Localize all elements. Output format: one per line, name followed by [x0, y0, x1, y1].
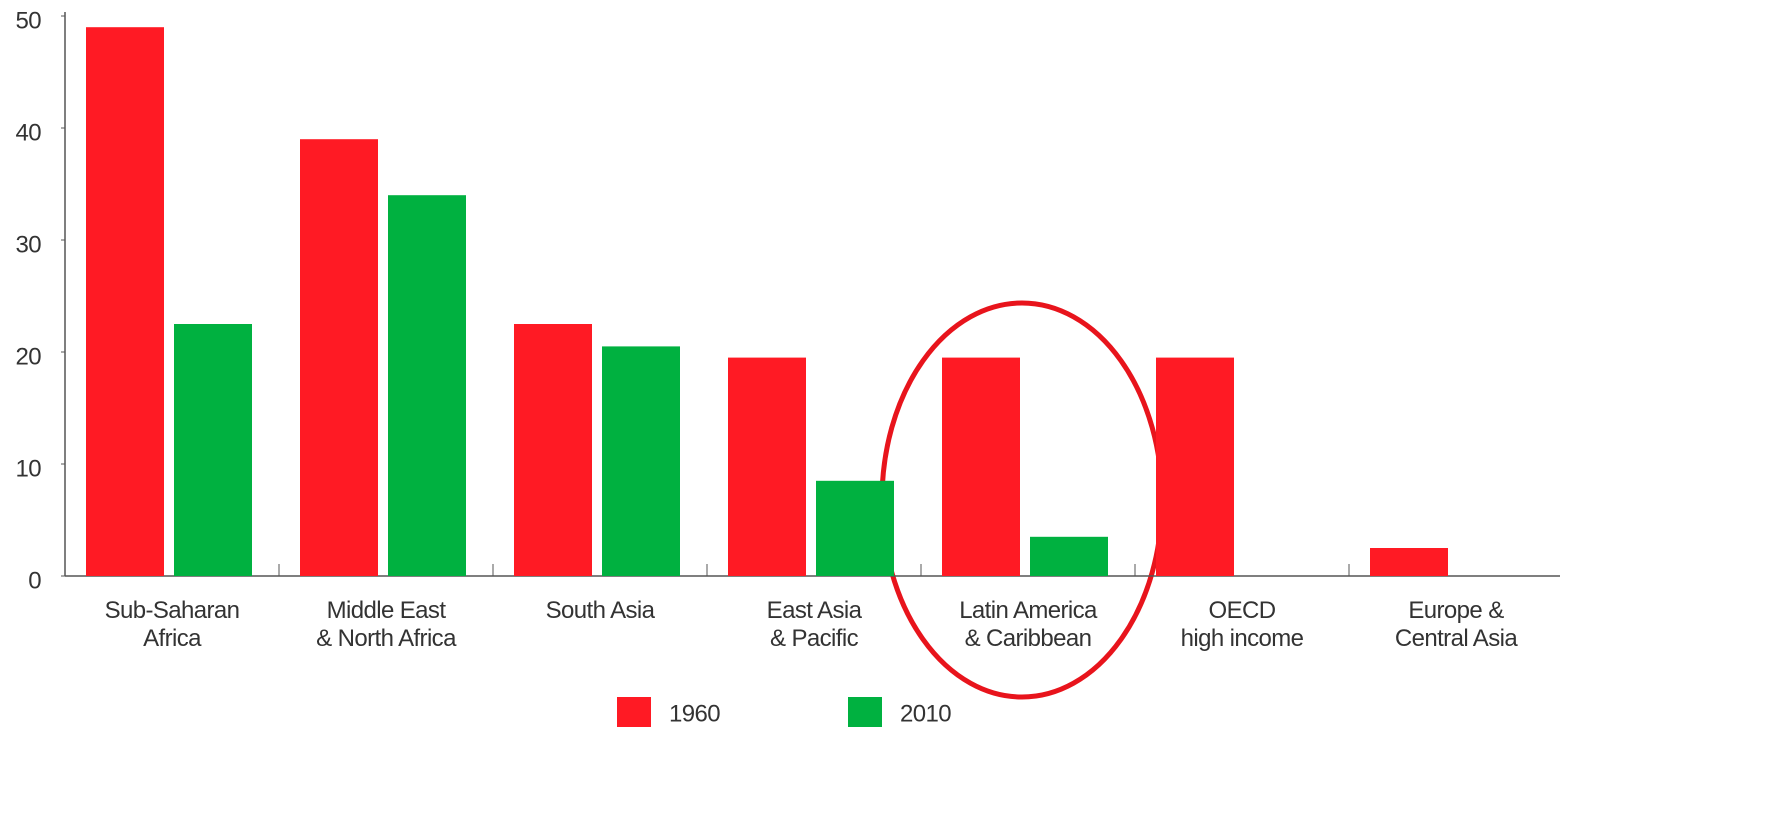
x-tick-label: Middle East & North Africa [316, 597, 456, 652]
x-tick-label: OECD high income [1180, 597, 1304, 652]
x-tick-label: Latin America & Caribbean [959, 597, 1097, 652]
bar [1030, 536, 1108, 576]
x-tick-label: Sub-Saharan Africa [104, 597, 240, 652]
legend-label: 2010 [900, 700, 951, 727]
legend-swatch [617, 697, 651, 727]
y-tick-label: 0 [28, 567, 41, 594]
x-tick-label: Europe & Central Asia [1394, 597, 1518, 652]
y-tick-label: 10 [16, 455, 42, 482]
bar [1370, 548, 1448, 576]
x-tick-label-box: OECD high income [1180, 597, 1304, 652]
x-tick-label-box: East Asia & Pacific [766, 597, 862, 652]
y-tick-label: 30 [16, 231, 42, 258]
x-tick-label: South Asia [545, 597, 655, 624]
x-tick-label-box: South Asia [545, 597, 655, 624]
x-tick-label-box: Europe & Central Asia [1394, 597, 1518, 652]
bar [388, 195, 466, 576]
bar [174, 324, 252, 576]
bar [86, 27, 164, 576]
y-tick-label: 40 [16, 119, 42, 146]
bar [942, 357, 1020, 576]
x-tick-label-box: Middle East & North Africa [316, 597, 456, 652]
bar [816, 480, 894, 576]
bar [300, 139, 378, 576]
bar [1156, 357, 1234, 576]
y-tick-label: 20 [16, 343, 42, 370]
legend-swatch [848, 697, 882, 727]
x-tick-label: East Asia & Pacific [766, 597, 862, 652]
bar [602, 346, 680, 576]
legend-label: 1960 [669, 700, 720, 727]
x-tick-label-box: Sub-Saharan Africa [104, 597, 240, 652]
x-tick-label-box: Latin America & Caribbean [959, 597, 1097, 652]
y-tick-label: 50 [16, 7, 42, 34]
bar [514, 324, 592, 576]
bar [728, 357, 806, 576]
